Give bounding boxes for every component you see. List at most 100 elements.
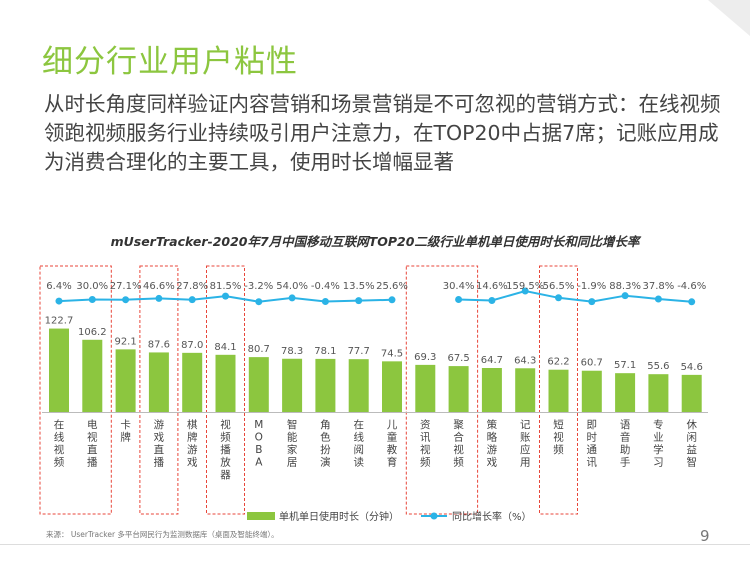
source-note: 来源： UserTracker 多平台网民行为监测数据库（桌面及智能终端）。 — [46, 530, 279, 539]
page-title: 细分行业用户粘性 — [42, 44, 298, 80]
bar — [248, 357, 269, 412]
growth-point — [355, 297, 363, 305]
legend-bar-label: 单机单日使用时长（分钟） — [279, 510, 399, 523]
growth-point — [255, 298, 263, 306]
growth-label: 81.5% — [210, 281, 242, 292]
bar — [515, 368, 536, 412]
growth-point — [588, 298, 596, 306]
growth-point — [621, 292, 629, 300]
highlight-box — [39, 265, 112, 515]
growth-label: 88.3% — [609, 281, 641, 292]
highlight-box — [539, 265, 578, 515]
category-label: 休闲益智 — [686, 419, 697, 469]
category-label: 在线视频 — [54, 419, 65, 469]
bar — [481, 368, 502, 412]
growth-label: 27.1% — [110, 281, 142, 292]
bar-value-label: 57.1 — [614, 360, 636, 371]
category-label: 在线阅读 — [353, 419, 364, 469]
corner-decoration — [708, 0, 750, 36]
growth-label: 159.5% — [506, 281, 544, 292]
bar-value-label: 77.7 — [348, 346, 370, 357]
legend-line-label: 同比增长率（%） — [452, 510, 532, 523]
bar-value-label: 64.3 — [514, 355, 536, 366]
bar-value-label: 78.3 — [281, 346, 303, 357]
growth-point — [488, 297, 496, 305]
growth-point — [455, 295, 463, 303]
growth-point — [55, 297, 63, 305]
bar-value-label: 55.6 — [647, 361, 669, 372]
category-label: 语音助手 — [620, 419, 631, 469]
category-label: 专业学习 — [653, 418, 664, 469]
page-subtitle: 从时长角度同样验证内容营销和场景营销是不可忽视的营销方式：在线视频领跑视频服务行… — [44, 92, 721, 174]
bar — [115, 349, 136, 412]
category-label: 儿童教育 — [387, 419, 398, 469]
bar — [315, 358, 336, 412]
bar-value-label: 87.6 — [148, 339, 170, 350]
bar-value-label: 92.1 — [114, 336, 136, 347]
category-label: 电视直播 — [87, 418, 98, 469]
bar-value-label: 64.7 — [481, 355, 503, 366]
growth-label: 13.5% — [343, 281, 375, 292]
growth-label: 30.4% — [443, 281, 475, 292]
bar — [548, 369, 569, 412]
growth-label: 46.6% — [143, 281, 175, 292]
legend-line-marker — [430, 512, 438, 520]
category-label: 即时通讯 — [587, 419, 598, 469]
category-label: 策略游戏 — [487, 418, 498, 469]
bar — [215, 354, 236, 412]
growth-point — [321, 298, 329, 306]
growth-label: 6.4% — [46, 281, 71, 292]
bar-value-label: 80.7 — [248, 344, 270, 355]
bar — [382, 361, 402, 412]
growth-label: 14.6% — [476, 281, 508, 292]
bar-value-label: 67.5 — [447, 353, 469, 364]
category-label: 视频播放器 — [220, 418, 231, 481]
bar — [182, 352, 203, 412]
bar-value-label: 54.6 — [681, 362, 703, 373]
bar-value-label: 122.7 — [45, 316, 74, 327]
highlight-box — [405, 265, 479, 515]
category-label: 角色扮演 — [320, 419, 331, 469]
growth-label: 27.8% — [176, 281, 208, 292]
growth-label: -4.6% — [677, 281, 706, 292]
bar — [49, 328, 69, 412]
bar — [581, 370, 602, 412]
growth-point — [521, 287, 529, 295]
bar-value-label: 84.1 — [214, 342, 236, 353]
bar-value-label: 74.5 — [381, 348, 403, 359]
page-number: 9 — [700, 527, 710, 545]
growth-point — [555, 294, 562, 302]
growth-label: 56.5% — [543, 281, 575, 292]
bar — [648, 374, 669, 412]
category-label: 游戏直播 — [154, 418, 165, 469]
growth-label: 25.6% — [376, 281, 408, 292]
category-label: 资讯视频 — [420, 419, 431, 469]
category-label: 卡牌 — [120, 418, 131, 444]
growth-label: -0.4% — [311, 281, 340, 292]
category-label: 记账应用 — [520, 419, 531, 469]
growth-point — [155, 294, 163, 302]
bar — [282, 358, 303, 412]
growth-label: 30.0% — [76, 281, 108, 292]
growth-point — [122, 296, 130, 304]
bar — [448, 366, 469, 412]
bar-value-label: 87.0 — [181, 340, 203, 351]
growth-line — [458, 289, 692, 303]
bar-value-label: 69.3 — [414, 352, 436, 363]
highlight-box — [139, 265, 179, 515]
bar — [681, 374, 702, 412]
growth-label: 37.8% — [643, 281, 675, 292]
growth-point — [88, 296, 96, 304]
category-label: 棋牌游戏 — [187, 418, 198, 469]
bar-value-label: 106.2 — [78, 327, 107, 338]
bar-value-label: 62.2 — [547, 357, 569, 368]
growth-label: 54.0% — [276, 281, 308, 292]
legend-bar-swatch — [247, 512, 275, 520]
growth-point — [654, 295, 662, 303]
bar — [148, 352, 169, 412]
growth-point — [222, 292, 229, 300]
bar — [415, 364, 436, 412]
growth-point — [288, 294, 296, 302]
